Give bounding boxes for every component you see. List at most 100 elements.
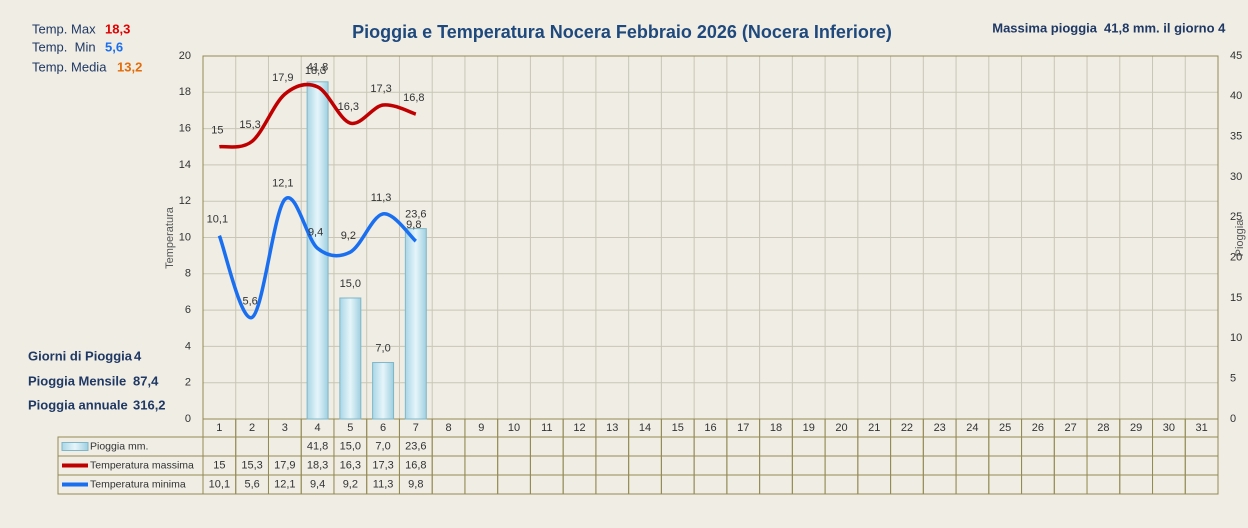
stat-value: 41,8 mm. il giorno 4 (1104, 20, 1226, 35)
table-value: 10,1 (209, 478, 230, 490)
x-tick-label: 1 (216, 422, 222, 434)
table-value: 15,0 (340, 440, 361, 452)
y-axis-label: Temperatura (164, 206, 176, 269)
bar (372, 362, 395, 420)
y-tick-label: 20 (179, 50, 191, 62)
table-value: 17,9 (274, 459, 295, 471)
x-tick-label: 19 (803, 422, 815, 434)
point-label: 10,1 (207, 214, 228, 226)
table-value: 12,1 (274, 478, 295, 490)
table-value: 15 (213, 459, 225, 471)
point-label: 16,3 (338, 101, 359, 113)
table-value: 9,4 (310, 478, 325, 490)
stat-value: 87,4 (133, 373, 159, 388)
table-value: 11,3 (373, 478, 394, 490)
legend-label: Temperatura massima (90, 459, 194, 471)
y-tick-label: 2 (185, 377, 191, 389)
table-cell (57, 474, 204, 495)
bar (339, 297, 362, 420)
legend-key (61, 442, 89, 451)
y-tick-label: 12 (179, 195, 191, 207)
x-tick-label: 9 (478, 422, 484, 434)
y2-tick-label: 10 (1230, 332, 1242, 344)
point-label: 15,3 (239, 119, 260, 131)
legend-label: Temperatura minima (90, 478, 186, 490)
bar-label: 7,0 (375, 342, 390, 354)
stat-label: Massima pioggia (992, 20, 1098, 35)
table-cell (1184, 474, 1219, 495)
y-tick-label: 10 (179, 231, 191, 243)
bar-label: 23,6 (405, 209, 426, 221)
x-tick-label: 17 (737, 422, 749, 434)
x-tick-label: 10 (508, 422, 520, 434)
table-value: 15,3 (241, 459, 262, 471)
stat-label: Giorni di Pioggia (28, 348, 133, 363)
bar (404, 228, 427, 420)
x-tick-label: 18 (770, 422, 782, 434)
y2-tick-label: 35 (1230, 131, 1242, 143)
x-tick-label: 12 (573, 422, 585, 434)
table-value: 9,8 (408, 478, 423, 490)
stat-value: 316,2 (133, 397, 166, 412)
legend-label: Pioggia mm. (90, 440, 148, 452)
y2-tick-label: 25 (1230, 211, 1242, 223)
point-label: 9,4 (308, 226, 323, 238)
x-tick-label: 25 (999, 422, 1011, 434)
stat-value: 13,2 (117, 59, 142, 74)
table-value: 9,2 (343, 478, 358, 490)
stat-label: Pioggia annuale (28, 397, 128, 412)
y-tick-label: 6 (185, 304, 191, 316)
x-tick-label: 29 (1130, 422, 1142, 434)
y-tick-label: 4 (185, 340, 191, 352)
x-tick-label: 13 (606, 422, 618, 434)
bar-label: 41,8 (307, 62, 328, 74)
y2-tick-label: 0 (1230, 413, 1236, 425)
x-tick-label: 11 (541, 422, 552, 434)
x-tick-label: 26 (1032, 422, 1044, 434)
y-tick-label: 18 (179, 86, 191, 98)
x-tick-label: 21 (868, 422, 880, 434)
point-label: 9,2 (341, 230, 356, 242)
x-tick-label: 15 (672, 422, 684, 434)
y2-tick-label: 5 (1230, 373, 1236, 385)
y2-tick-label: 20 (1230, 252, 1242, 264)
x-tick-label: 27 (1065, 422, 1077, 434)
y2-tick-label: 15 (1230, 292, 1242, 304)
stat-label: Pioggia Mensile (28, 373, 126, 388)
y-tick-label: 14 (179, 159, 191, 171)
stat-label: Temp. Min (32, 39, 96, 54)
table-value: 18,3 (307, 459, 328, 471)
table-value: 7,0 (375, 440, 390, 452)
y-tick-label: 8 (185, 268, 191, 280)
chart-title: Pioggia e Temperatura Nocera Febbraio 20… (352, 22, 892, 42)
stat-value: 18,3 (105, 21, 130, 36)
point-label: 17,9 (272, 72, 293, 84)
x-tick-label: 16 (704, 422, 716, 434)
x-tick-label: 4 (315, 422, 321, 434)
table-value: 16,8 (405, 459, 426, 471)
point-label: 12,1 (272, 177, 293, 189)
x-tick-label: 22 (901, 422, 913, 434)
x-tick-label: 3 (282, 422, 288, 434)
table-value: 16,3 (340, 459, 361, 471)
table-value: 41,8 (307, 440, 328, 452)
table-value: 5,6 (244, 478, 259, 490)
x-tick-label: 23 (934, 422, 946, 434)
line (219, 82, 417, 149)
x-tick-label: 6 (380, 422, 386, 434)
y2-tick-label: 40 (1230, 90, 1242, 102)
table-value: 17,3 (372, 459, 393, 471)
x-tick-label: 8 (446, 422, 452, 434)
point-label: 15 (211, 125, 223, 137)
stat-value: 4 (134, 348, 142, 363)
stat-value: 5,6 (105, 39, 123, 54)
point-label: 5,6 (242, 295, 257, 307)
x-tick-label: 7 (413, 422, 419, 434)
x-tick-label: 14 (639, 422, 651, 434)
y2-tick-label: 30 (1230, 171, 1242, 183)
point-label: 11,3 (371, 192, 392, 204)
x-tick-label: 20 (835, 422, 847, 434)
y-tick-label: 0 (185, 413, 191, 425)
